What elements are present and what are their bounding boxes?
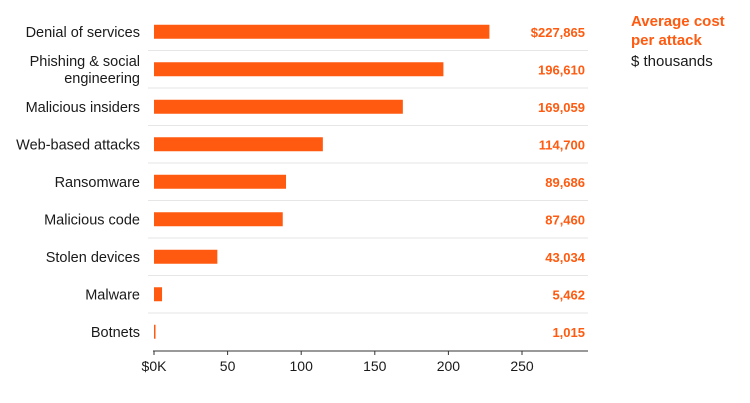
bar (154, 62, 444, 77)
x-tick-label: 150 (363, 358, 387, 374)
category-label: Malicious insiders (26, 100, 140, 116)
bar (154, 287, 163, 302)
x-tick-label: 100 (290, 358, 314, 374)
bar (154, 24, 490, 39)
bar (154, 324, 156, 339)
chart-title-line-1: Average cost (631, 13, 725, 30)
category-label: Phishing & social engineering (30, 54, 140, 87)
category-label: Malware (85, 287, 140, 303)
value-label: 114,700 (539, 137, 585, 152)
bar (154, 212, 283, 227)
value-label: 196,610 (538, 62, 585, 77)
category-label: Ransomware (55, 175, 140, 191)
x-tick-label: $0K (142, 358, 168, 374)
category-label: Denial of services (26, 25, 140, 41)
value-label: 5,462 (552, 287, 585, 302)
category-label: Web-based attacks (16, 137, 140, 153)
x-tick-label: 200 (437, 358, 461, 374)
value-label: 1,015 (552, 325, 585, 340)
value-label: $227,865 (531, 25, 585, 40)
x-tick-label: 50 (220, 358, 236, 374)
value-label: 89,686 (545, 175, 585, 190)
bar (154, 249, 218, 264)
value-label: 43,034 (545, 250, 586, 265)
category-label: Botnets (91, 325, 140, 341)
value-label: 169,059 (538, 100, 585, 115)
chart-subtitle: $ thousands (631, 53, 713, 70)
bar (154, 174, 287, 189)
category-label: Malicious code (44, 212, 140, 228)
category-label: Stolen devices (46, 250, 140, 266)
bar (154, 137, 323, 152)
bar (154, 99, 403, 114)
x-tick-label: 250 (510, 358, 534, 374)
value-label: 87,460 (545, 212, 585, 227)
chart-title-line-2: per attack (631, 32, 702, 49)
